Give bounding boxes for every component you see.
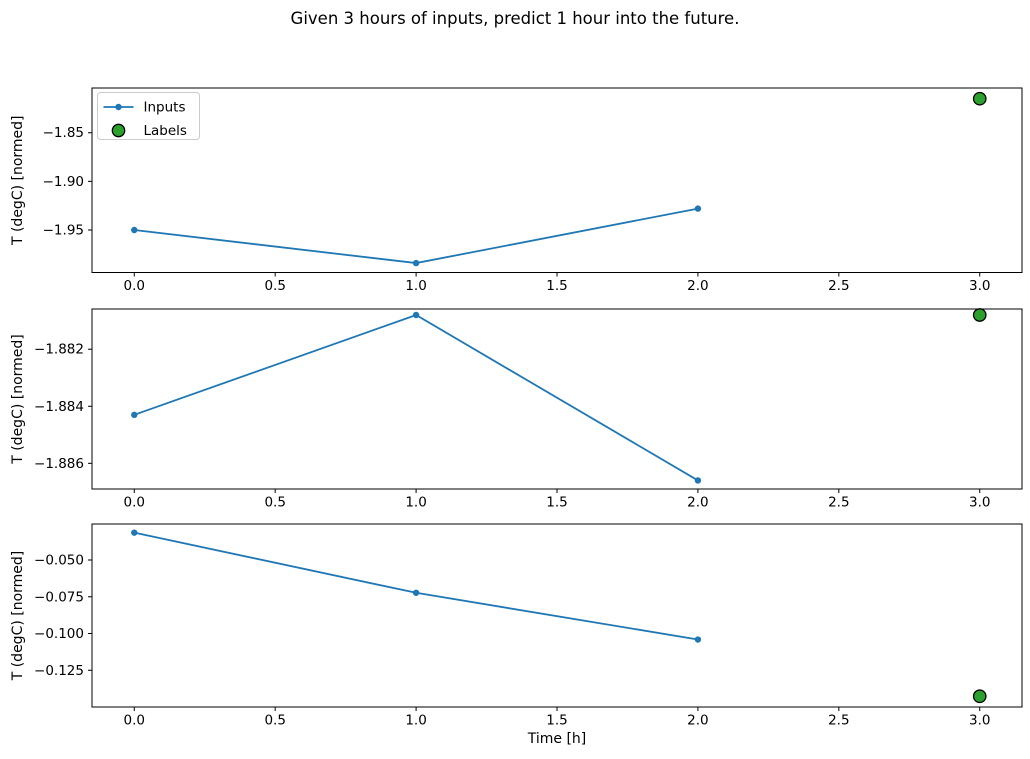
figure-title: Given 3 hours of inputs, predict 1 hour … (290, 9, 740, 28)
inputs-marker (694, 636, 702, 643)
y-axis-label: T (degC) [normed] (10, 551, 26, 682)
x-tick-label: 2.5 (828, 495, 849, 511)
inputs-marker (131, 529, 138, 536)
legend-inputs-marker (115, 103, 122, 111)
x-tick-label: 2.0 (687, 278, 708, 294)
inputs-line (133, 314, 699, 482)
inputs-line (133, 531, 699, 641)
legend-item-label-inputs: Inputs (144, 100, 186, 116)
x-tick-label: 3.0 (969, 278, 990, 294)
legend-labels-marker (111, 123, 126, 138)
x-tick-label: 0.5 (264, 713, 285, 729)
x-tick-label: 3.0 (969, 495, 990, 511)
y-axis-label: T (degC) [normed] (10, 115, 26, 246)
inputs-marker (694, 205, 702, 212)
x-tick-label: 0.0 (124, 713, 145, 729)
inputs-marker (131, 411, 138, 419)
x-tick-label: 0.5 (264, 495, 285, 511)
y-tick-label: −1.95 (43, 222, 84, 238)
x-tick-label: 2.5 (828, 713, 849, 729)
x-tick-label: 0.0 (124, 278, 145, 294)
x-tick-label: 1.0 (405, 713, 426, 729)
inputs-marker (412, 259, 420, 267)
x-tick-label: 0.5 (264, 278, 285, 294)
x-tick-label: 2.0 (687, 495, 708, 511)
plot-2-frame (91, 308, 1023, 490)
y-tick-label: −1.882 (34, 342, 84, 358)
labels-point (972, 308, 987, 322)
x-axis-label: Time [h] (527, 731, 587, 747)
inputs-marker (412, 589, 420, 596)
x-tick-label: 1.5 (546, 278, 567, 294)
legend-item-label-labels: Labels (144, 123, 187, 139)
y-tick-label: −1.884 (34, 399, 84, 415)
y-tick-label: −1.90 (43, 174, 84, 190)
labels-point (972, 91, 987, 106)
y-tick-label: −1.886 (34, 456, 84, 472)
plot-1-frame (91, 87, 1023, 273)
x-tick-label: 2.0 (687, 713, 708, 729)
y-tick-label: −1.85 (43, 125, 84, 141)
inputs-line (133, 207, 699, 264)
y-tick-label: −0.050 (34, 553, 84, 569)
x-tick-label: 0.0 (124, 495, 145, 511)
inputs-marker (412, 311, 420, 319)
x-tick-label: 1.5 (546, 713, 567, 729)
x-tick-label: 3.0 (969, 713, 990, 729)
x-tick-label: 1.0 (405, 495, 426, 511)
y-tick-label: −0.125 (34, 663, 84, 679)
inputs-marker (131, 226, 138, 234)
y-axis-label: T (degC) [normed] (10, 334, 26, 465)
x-tick-label: 1.0 (405, 278, 426, 294)
labels-point (972, 689, 987, 704)
inputs-marker (694, 477, 702, 484)
x-tick-label: 1.5 (546, 495, 567, 511)
x-tick-label: 2.5 (828, 278, 849, 294)
y-tick-label: −0.100 (34, 626, 84, 642)
y-tick-label: −0.075 (34, 589, 84, 605)
